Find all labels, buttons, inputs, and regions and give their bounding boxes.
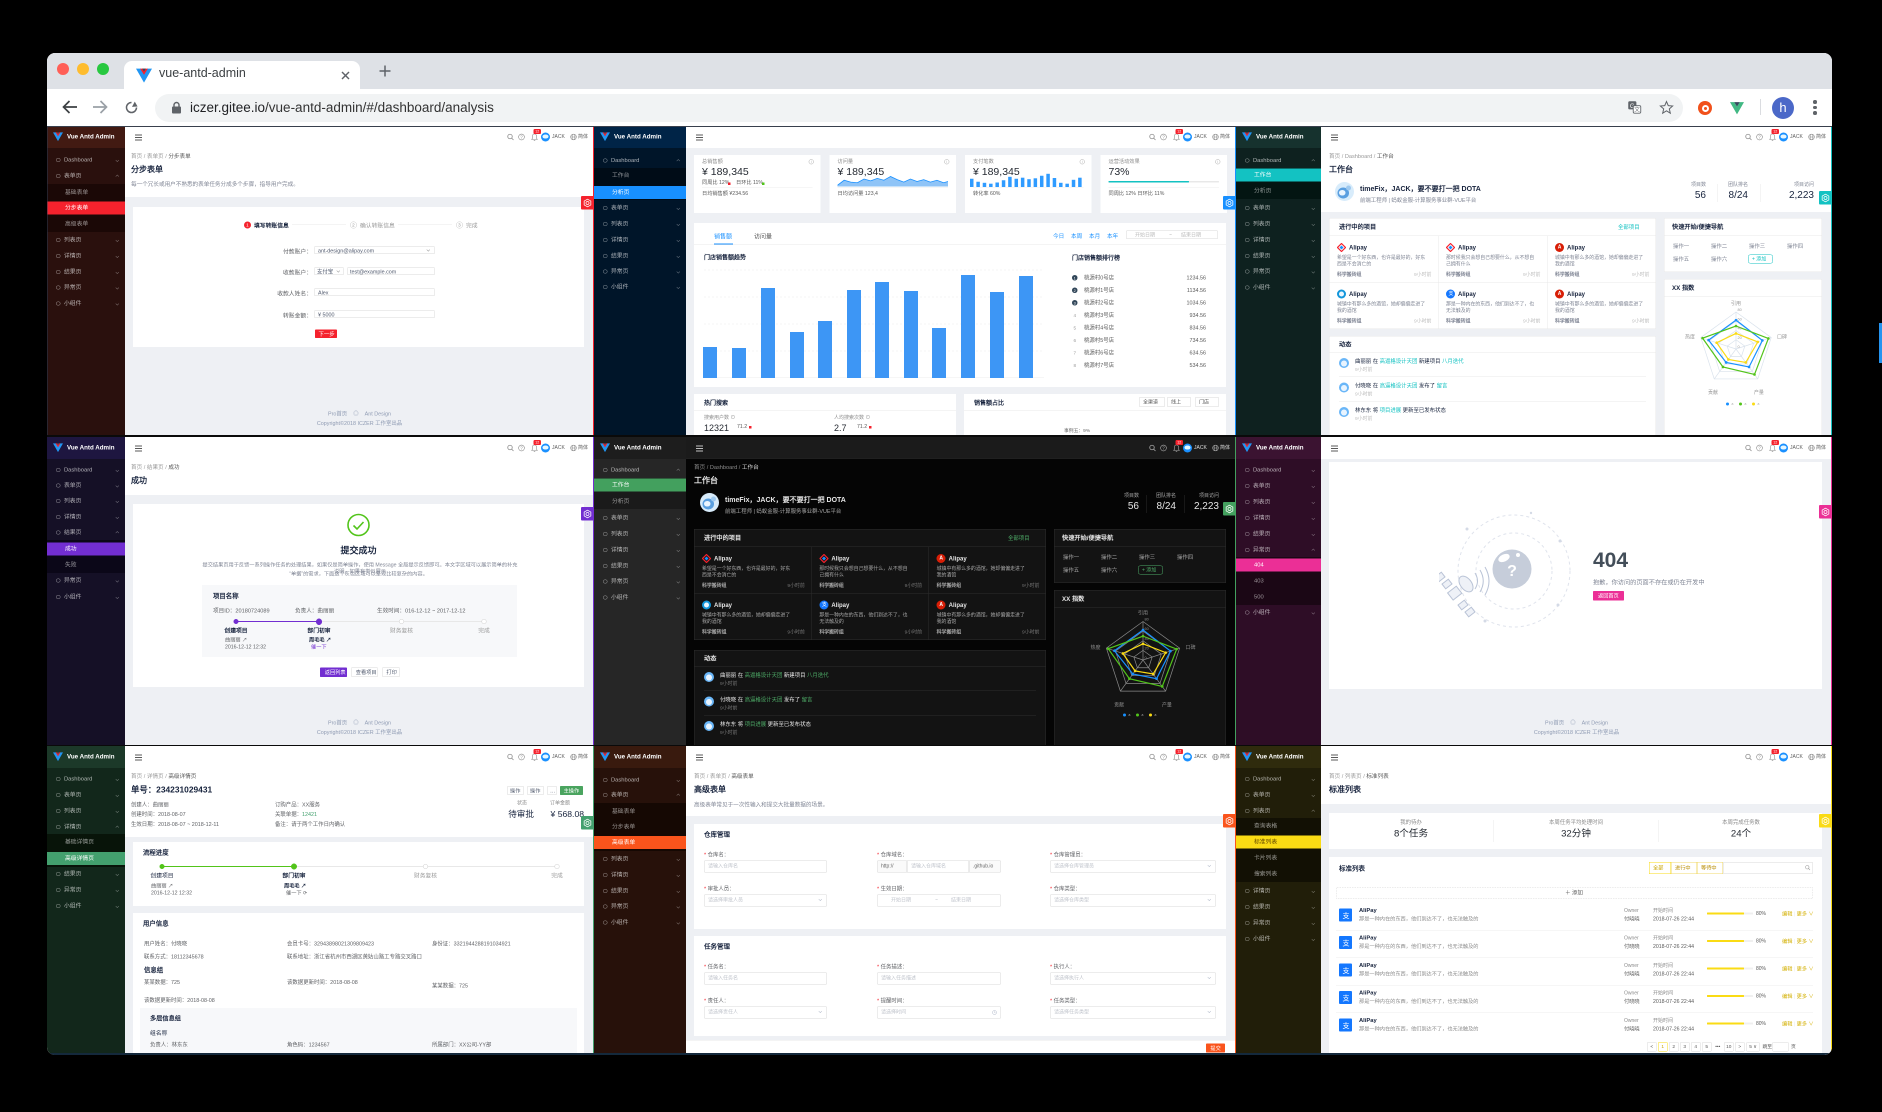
- svg-text:i: i: [811, 160, 812, 164]
- svg-text:0: 0: [1145, 656, 1147, 660]
- svg-text:热度: 热度: [1685, 334, 1695, 341]
- svg-text:?: ?: [1758, 755, 1761, 760]
- svg-text:口碑: 口碑: [1185, 644, 1195, 651]
- svg-text:40: 40: [1738, 327, 1742, 331]
- svg-text:i: i: [946, 160, 947, 164]
- svg-text:G: G: [1630, 103, 1635, 110]
- svg-text:?: ?: [1162, 135, 1165, 140]
- svg-text:?: ?: [1507, 563, 1517, 580]
- svg-text:?: ?: [1162, 755, 1165, 760]
- svg-text:i: i: [1082, 160, 1083, 164]
- svg-text:20: 20: [1145, 646, 1149, 650]
- svg-text:0: 0: [1738, 345, 1740, 349]
- svg-text:80: 80: [1145, 618, 1149, 622]
- svg-text:产量: 产量: [1162, 702, 1172, 709]
- svg-text:?: ?: [520, 446, 523, 451]
- svg-text:?: ?: [1758, 446, 1761, 451]
- svg-text:引用: 引用: [1138, 610, 1148, 617]
- svg-text:口碑: 口碑: [1777, 334, 1787, 341]
- svg-text:?: ?: [520, 135, 523, 140]
- svg-text:?: ?: [1758, 135, 1761, 140]
- svg-text:贡献: 贡献: [1708, 389, 1718, 396]
- svg-text:产量: 产量: [1754, 389, 1764, 396]
- svg-text:20: 20: [1738, 336, 1742, 340]
- svg-text:?: ?: [520, 755, 523, 760]
- svg-text:60: 60: [1145, 627, 1149, 631]
- svg-text:40: 40: [1145, 637, 1149, 641]
- svg-text:引用: 引用: [1731, 300, 1741, 307]
- svg-text:?: ?: [1162, 446, 1165, 451]
- svg-text:i: i: [1217, 160, 1218, 164]
- svg-text:60: 60: [1738, 317, 1742, 321]
- svg-text:贡献: 贡献: [1114, 702, 1124, 709]
- svg-text:80: 80: [1738, 308, 1742, 312]
- svg-text:文: 文: [1634, 106, 1640, 114]
- svg-text:热度: 热度: [1090, 644, 1100, 651]
